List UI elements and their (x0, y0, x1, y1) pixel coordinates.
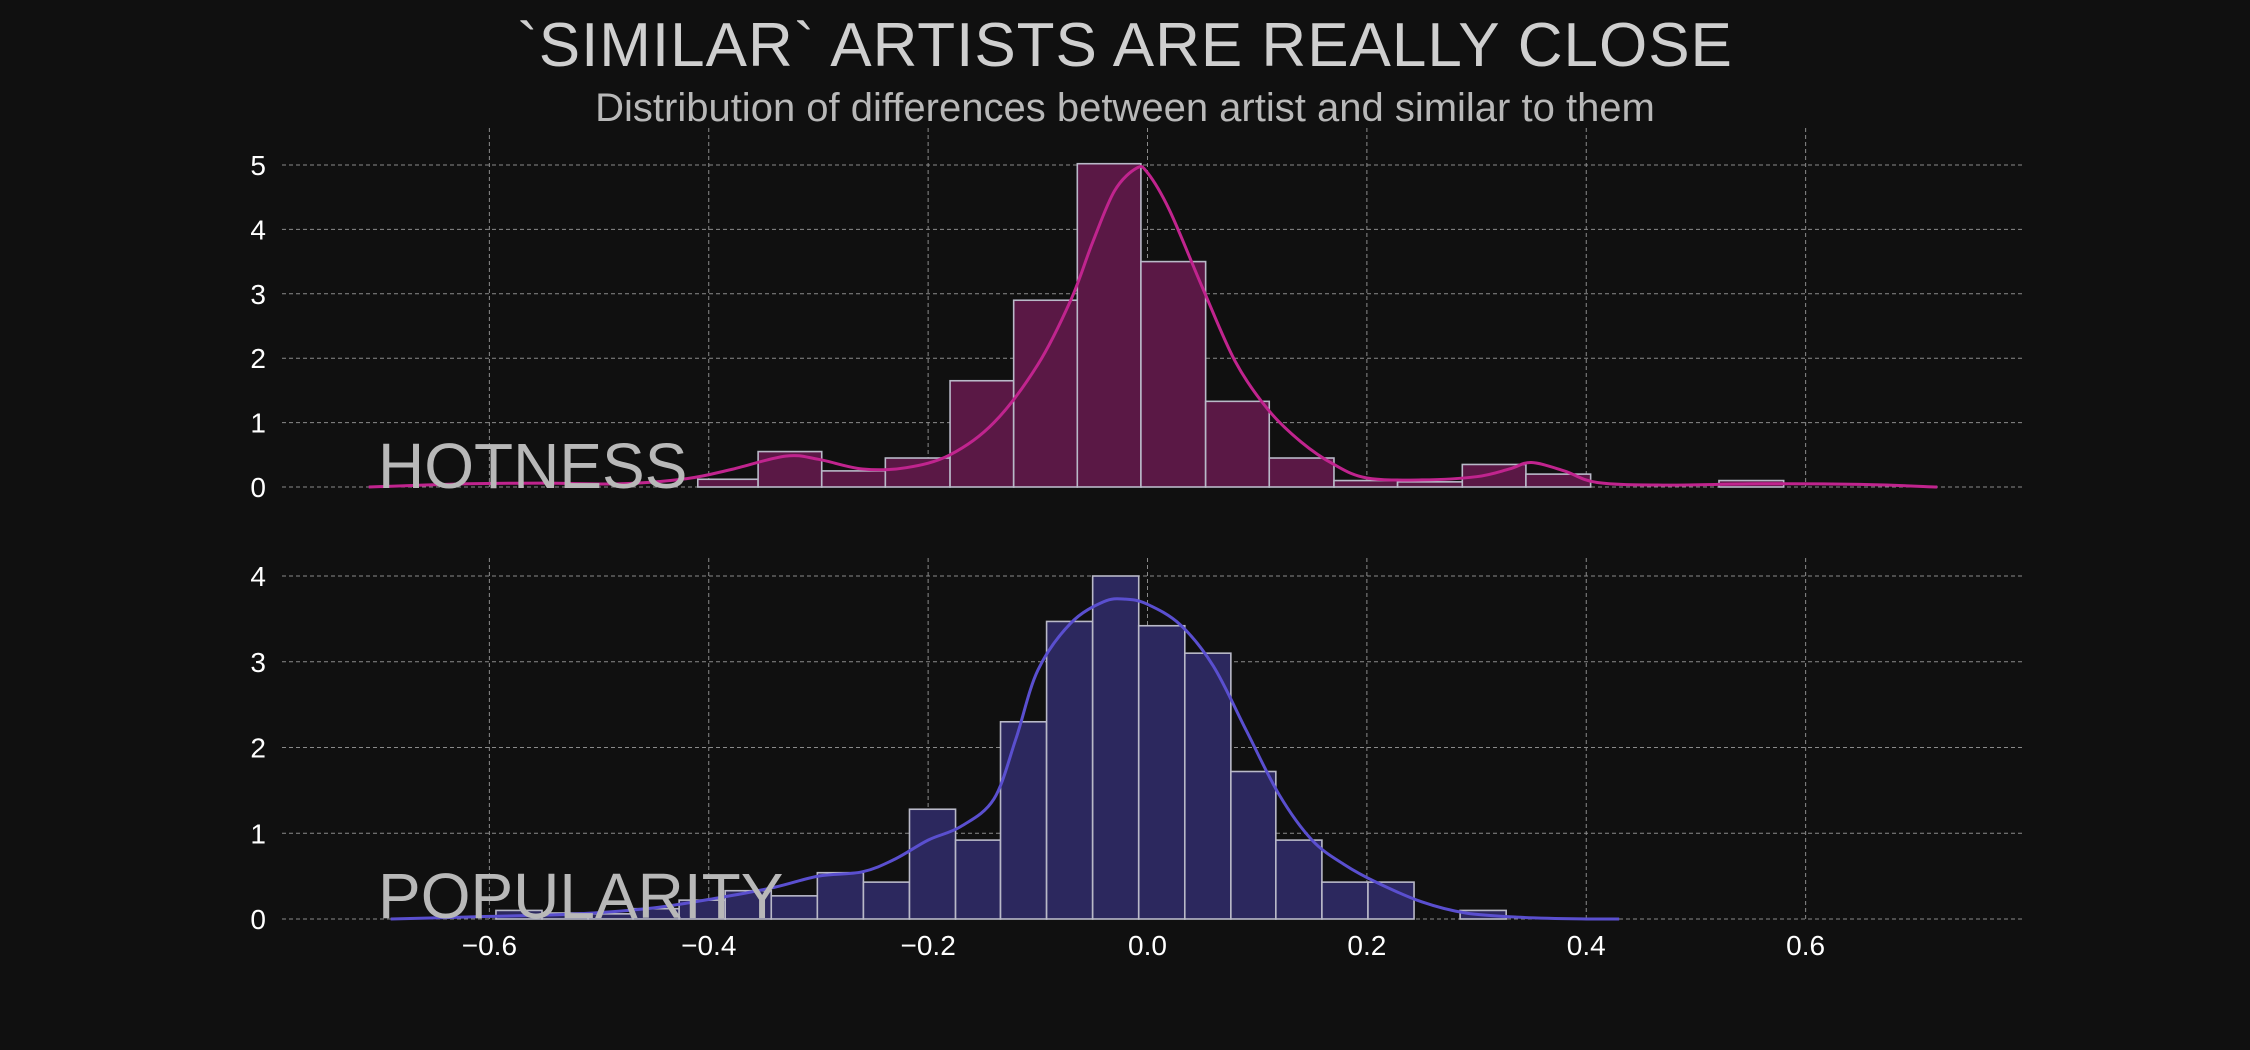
popularity-bar (1321, 881, 1369, 920)
popularity-bar (816, 871, 865, 920)
popularity-y-tick-label: 2 (250, 733, 266, 764)
hotness-bar (1012, 299, 1079, 488)
popularity-kde-line (390, 597, 1620, 921)
popularity-y-tick-label: 1 (250, 818, 266, 849)
hotness-y-tick-label: 0 (250, 472, 266, 503)
hotness-bar (1268, 457, 1335, 488)
hotness-y-tick-label: 4 (250, 214, 266, 245)
popularity-bar (862, 881, 911, 920)
hotness-bar (820, 470, 887, 488)
x-tick-label: −0.4 (681, 930, 736, 961)
hotness-y-tick-label: 1 (250, 408, 266, 439)
hotness-y-tick-label: 3 (250, 279, 266, 310)
chart-title: `SIMILAR` ARTISTS ARE REALLY CLOSE (517, 11, 1733, 80)
x-tick-label: 0.0 (1128, 930, 1167, 961)
popularity-y-tick-label: 3 (250, 647, 266, 678)
hotness-bar (1396, 481, 1464, 488)
x-tick-label: −0.6 (462, 930, 517, 961)
hotness-bar (696, 478, 759, 488)
popularity-bar (1230, 770, 1277, 920)
hotness-panel-label: HOTNESS (378, 430, 687, 502)
popularity-bar (999, 720, 1048, 920)
popularity-bar (1091, 575, 1140, 920)
hotness-bar (884, 457, 951, 488)
hotness-panel: 0 1 2 3 4 5 HOTNESS (250, 128, 2025, 503)
popularity-bar (908, 808, 957, 920)
hotness-bar (1333, 479, 1399, 488)
popularity-panel: 0 1 2 3 4 POPULARITY−0.6 −0.4 −0.2 0.0 0.2 0.4 0.6 (250, 558, 2025, 961)
popularity-bar (1137, 624, 1186, 920)
popularity-bar (1183, 652, 1232, 920)
chart-subtitle: Distribution of differences between arti… (595, 86, 1655, 130)
hotness-bar (1525, 473, 1592, 488)
hotness-bar (1204, 400, 1271, 488)
hotness-bar (1076, 162, 1142, 488)
x-tick-label: 0.6 (1786, 930, 1825, 961)
hotness-kde-line (368, 165, 1938, 489)
x-tick-label: 0.4 (1567, 930, 1606, 961)
popularity-bar (1045, 620, 1094, 920)
popularity-y-tick-label: 4 (250, 561, 266, 592)
x-tick-label: −0.2 (900, 930, 955, 961)
x-tick-label: 0.2 (1347, 930, 1386, 961)
hotness-y-tick-label: 2 (250, 343, 266, 374)
popularity-panel-label: POPULARITY (378, 860, 783, 932)
popularity-bar (1275, 839, 1323, 920)
popularity-y-tick-label: 0 (250, 904, 266, 935)
hotness-y-tick-label: 5 (250, 150, 266, 181)
popularity-bar (954, 839, 1002, 920)
hotness-bar (1140, 260, 1207, 488)
